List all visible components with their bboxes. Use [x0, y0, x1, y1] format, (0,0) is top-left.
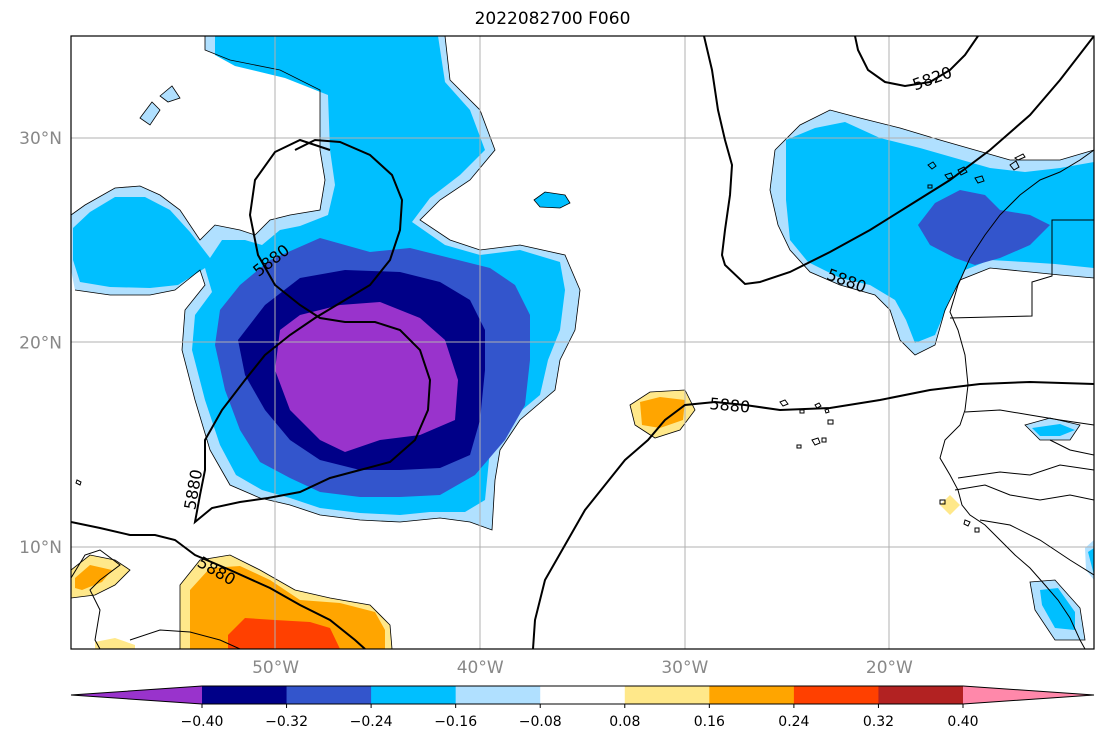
africa-border — [954, 484, 1094, 501]
coastlines — [71, 149, 1094, 649]
longitude-ticks: 50°W 40°W 30°W 20°W — [252, 658, 913, 678]
shade-band-skyblue-islet — [140, 86, 180, 125]
contour-5820 — [854, 36, 979, 88]
colorbar-tick-label: −0.32 — [265, 714, 308, 730]
contour-label: 5820 — [910, 63, 955, 95]
colorbar-segment — [540, 686, 626, 704]
contour-5880-southwest — [71, 521, 366, 649]
africa-border — [979, 519, 1094, 576]
colorbar-segment — [286, 686, 372, 704]
shading-outlines — [71, 36, 1094, 649]
shade-band-royalblue-east — [918, 190, 1050, 265]
colorbar-tick-label: −0.24 — [350, 714, 393, 730]
lon-tick-label: 20°W — [866, 658, 913, 678]
colorbar-extend-high — [963, 686, 1094, 704]
geopotential-contours — [71, 36, 1094, 649]
cape-verde-islands — [779, 399, 834, 449]
contour-label-text: 5880 — [180, 468, 206, 511]
contour-label-text: 5820 — [910, 63, 955, 95]
colorbar-segment — [624, 686, 710, 704]
colorbar-segment — [878, 686, 964, 704]
shade-band-east-south — [1030, 540, 1094, 640]
shade-band-east-small — [1032, 424, 1075, 436]
colorbar-segment — [371, 686, 457, 704]
contour-5880-mid — [532, 380, 1094, 649]
colorbar: −0.40 −0.32 −0.24 −0.16 −0.08 0.08 0.16 0.24 0.3… — [70, 685, 1095, 730]
colorbar-segment — [455, 686, 541, 704]
shade-band-red-sw — [228, 618, 340, 649]
lon-tick-label: 50°W — [252, 658, 299, 678]
africa-border — [949, 219, 1094, 319]
cape-verde-islands — [939, 499, 980, 533]
south-america-coastline — [129, 629, 241, 649]
shade-band-purple — [275, 302, 458, 452]
colorbar-segment — [709, 686, 795, 704]
colorbar-tick-label: −0.16 — [434, 714, 477, 730]
south-america-coastline — [71, 549, 121, 649]
lesser-antilles — [75, 479, 82, 486]
africa-border — [1049, 439, 1094, 456]
lon-tick-label: 40°W — [457, 658, 504, 678]
shade-band-orange-mid — [640, 397, 685, 428]
shade-band-skyblue-islet — [534, 192, 570, 208]
latitude-ticks: 30°N 20°N 10°N — [19, 129, 62, 558]
lat-tick-label: 30°N — [19, 129, 62, 149]
colorbar-extend-low — [71, 686, 202, 704]
contour-5880-loop — [193, 138, 432, 525]
west-africa-coastline — [939, 149, 1094, 649]
colorbar-tick-label: 0.32 — [863, 714, 894, 730]
contour-label: 5880 — [709, 394, 751, 416]
lat-tick-label: 20°N — [19, 334, 62, 354]
shade-band-east-south — [1040, 548, 1094, 630]
colorbar-tick-label: 0.24 — [778, 714, 809, 730]
contour-label: 5880 — [180, 468, 206, 511]
contour-5880-north — [703, 36, 1094, 286]
figure-title: 2022082700 F060 — [474, 9, 631, 29]
lon-tick-label: 30°W — [661, 658, 708, 678]
africa-border — [957, 464, 1094, 479]
colorbar-segment — [793, 686, 879, 704]
colorbar-tick-label: −0.40 — [181, 714, 224, 730]
colorbar-tick-label: 0.08 — [609, 714, 640, 730]
colorbar-tick-label: 0.16 — [694, 714, 725, 730]
colorbar-tick-label: −0.08 — [519, 714, 562, 730]
colorbar-tick-label: 0.40 — [947, 714, 978, 730]
colorbar-segment — [202, 686, 288, 704]
lat-tick-label: 10°N — [19, 538, 62, 558]
shade-band-yellow-small — [940, 495, 960, 515]
shaded-anomaly-fields — [71, 36, 1094, 649]
gridlines — [71, 36, 1094, 649]
africa-border — [964, 409, 1094, 426]
map-frame — [70, 35, 1095, 650]
contour-label-text: 5880 — [709, 394, 751, 416]
